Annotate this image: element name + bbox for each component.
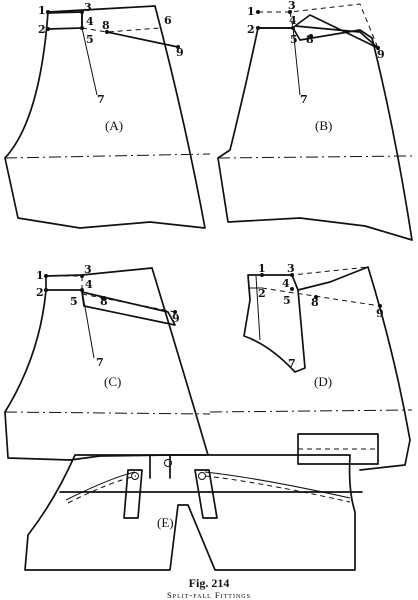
panel-a: 1 2 3 4 5 6 7 8 9 (A) [4,1,211,229]
panel-d-waist-dashed [261,287,381,307]
panel-b-point-8: 8 [306,33,314,46]
panel-b-point-5: 5 [290,33,298,46]
panel-c-point-8: 8 [100,295,108,308]
panel-a-point-2: 2 [38,23,46,36]
panel-c: 1 2 3 4 5 7 8 9 (C) [4,263,211,461]
panel-d-fall-piece [243,274,306,373]
panel-d-outline [297,266,411,471]
panel-e-outline [24,454,356,571]
panel-c-point-3: 3 [84,263,92,276]
panel-c-waist-dashed [81,293,176,313]
panel-d: 1 2 3 4 5 7 8 9 (D) [209,262,413,471]
panel-a-label: (A) [105,118,123,133]
panel-d-point-2: 2 [258,287,266,300]
panel-e-left-tab [123,469,143,519]
panel-a-outline [4,5,206,229]
panel-d-point-8: 8 [311,296,319,309]
panel-a-point-8: 8 [102,19,110,32]
panel-d-point-1: 1 [258,262,266,275]
panel-b-point-7: 7 [300,93,308,106]
panel-c-point-2: 2 [36,286,44,299]
panel-b-point-4: 4 [289,14,297,27]
panel-c-point-7: 7 [96,356,104,369]
panel-e-left-pocket [65,471,136,501]
panel-b-fly-line [292,27,301,96]
panel-d-point-9: 9 [376,307,384,320]
panel-a-point-7: 7 [97,93,105,106]
figure-title: Split-fall Fittings [167,590,251,600]
panel-c-point-4: 4 [85,278,93,291]
panel-a-fly-line [81,27,98,96]
panel-a-grainline [4,153,211,159]
panel-a-point-1: 1 [38,4,46,17]
panel-b-point-1: 1 [247,5,255,18]
panel-a-point-9: 9 [176,46,184,59]
panel-e-center-button [164,459,172,467]
panel-c-top-dashed [46,275,83,290]
panel-c-grainline [4,411,211,415]
panel-e-left-button [131,472,139,480]
panel-d-point-7: 7 [288,357,296,370]
panel-a-pocket-line [106,31,179,48]
panel-d-grainline [209,409,413,413]
panel-b-dash-vert [289,11,294,29]
panel-e-left-stitch [67,475,137,504]
panel-c-point-5: 5 [70,295,78,308]
panel-b: 1 2 3 4 5 7 8 9 (B) [217,0,413,241]
panel-d-point-5: 5 [283,294,291,307]
panel-d-point-4: 4 [282,277,290,290]
panel-c-point-1: 1 [36,269,44,282]
panel-a-point-4: 4 [86,15,94,28]
panel-a-point-5: 5 [86,33,94,46]
panel-b-top-dashed [258,3,379,49]
panel-e-label: (E) [157,515,174,530]
panel-d-inner-line [255,275,261,341]
panel-b-point-2: 2 [247,23,255,36]
panel-c-label: (C) [104,374,121,389]
panel-b-point-3: 3 [288,0,296,12]
panel-e-right-tab [194,469,218,519]
panel-c-point-9: 9 [172,312,180,325]
panel-b-point-9: 9 [377,48,385,61]
panel-e: (E) [24,454,363,571]
panel-a-waistband [46,11,83,30]
panel-e-right-pocket [204,471,351,499]
panel-b-label: (B) [315,118,332,133]
panel-b-outline [217,27,413,241]
panel-a-waist-dashed [81,27,161,33]
panel-d-point-3: 3 [287,262,295,275]
panel-e-right-button [198,472,206,480]
panel-a-point-6: 6 [164,14,172,27]
panel-e-right-stitch [204,475,351,503]
figure-number: Fig. 214 [189,576,230,590]
panel-d-label: (D) [314,374,332,389]
panel-a-point-3: 3 [84,1,92,14]
panel-b-grainline [217,155,413,159]
